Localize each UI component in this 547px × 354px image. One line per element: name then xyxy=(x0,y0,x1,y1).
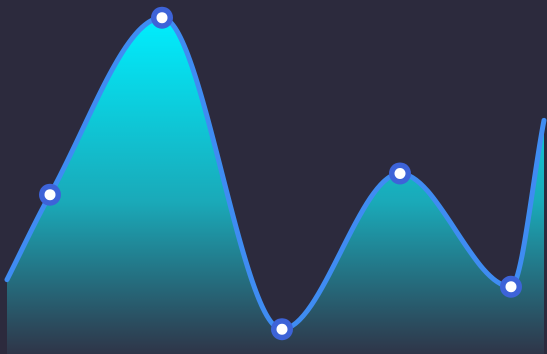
data-point-marker[interactable] xyxy=(389,162,411,185)
data-point-marker[interactable] xyxy=(151,6,173,29)
marker-center xyxy=(505,281,517,293)
marker-center xyxy=(394,167,406,179)
marker-center xyxy=(44,189,56,201)
marker-center xyxy=(276,323,288,335)
marker-layer xyxy=(39,6,522,341)
area-layer xyxy=(7,17,544,354)
data-point-marker[interactable] xyxy=(500,275,522,298)
data-point-marker[interactable] xyxy=(39,183,61,206)
marker-center xyxy=(156,12,168,24)
data-point-marker[interactable] xyxy=(271,318,293,341)
series-area xyxy=(7,17,544,354)
